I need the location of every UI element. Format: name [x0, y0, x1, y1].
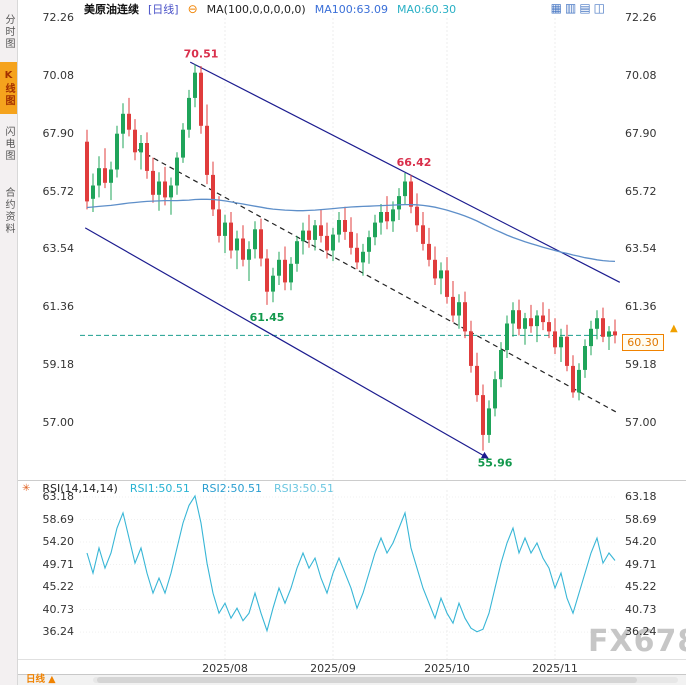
period-tag: [日线]	[148, 3, 179, 16]
rsi-axis-label: 49.71	[42, 557, 75, 571]
price-axis-label: 63.54	[42, 242, 75, 256]
current-price-badge: 60.30	[622, 334, 664, 351]
svg-text:66.42: 66.42	[397, 156, 432, 169]
layout-rows-icon[interactable]: ▥	[564, 1, 577, 15]
price-axis-label: 59.18	[42, 358, 75, 372]
period-button[interactable]: 日线 ▲	[26, 674, 56, 685]
ma-settings-label: MA(100,0,0,0,0,0)	[206, 2, 306, 16]
indicator-settings-icon[interactable]: ✳	[22, 482, 31, 494]
ma100-value-label: MA100:63.09	[314, 2, 388, 16]
rsi-chart[interactable]	[80, 490, 621, 662]
rsi-axis-label: 36.24	[625, 625, 657, 639]
toolbar: 美原油连续 [日线] ⊖ MA(100,0,0,0,0,0) MA100:63.…	[18, 0, 686, 18]
rsi-axis-label: 63.18	[625, 490, 657, 503]
rsi-axis-label: 36.24	[42, 625, 75, 639]
rsi-name-label: RSI(14,14,14)	[42, 481, 118, 495]
time-axis-label: 2025/10	[424, 662, 470, 675]
sidebar-tab-lightning-chart[interactable]: 闪电图	[3, 126, 14, 162]
sidebar-tab-time-chart[interactable]: 分时图	[3, 14, 14, 50]
price-axis-label: 70.08	[625, 68, 657, 82]
price-axis-label: 63.54	[625, 242, 657, 256]
svg-text:55.96: 55.96	[478, 457, 513, 470]
time-axis-label: 2025/08	[202, 662, 248, 675]
price-axis-label: 67.90	[42, 126, 75, 140]
price-axis-label: 59.18	[625, 358, 657, 372]
svg-text:61.45: 61.45	[250, 311, 285, 324]
rsi-axis-label: 45.22	[625, 580, 657, 594]
svg-text:70.51: 70.51	[184, 47, 219, 60]
rsi-axis-label: 54.20	[42, 535, 75, 549]
ma0-value-label: MA0:60.30	[396, 2, 457, 16]
price-axis-label: 65.72	[625, 184, 657, 198]
rsi-axis-label: 40.73	[42, 602, 75, 616]
rsi3-value-label: RSI3:50.51	[273, 481, 335, 495]
symbol-title: 美原油连续	[84, 3, 139, 16]
rsi2-value-label: RSI2:50.51	[201, 481, 262, 495]
panel-separator	[18, 480, 686, 481]
collapse-indicator-icon[interactable]: ⊖	[187, 2, 198, 16]
bottom-bar: 日线 ▲	[18, 674, 686, 685]
price-axis-label: 70.08	[42, 68, 75, 82]
layout-icons-group: ▦ ▥ ▤ ◫	[551, 1, 605, 15]
time-axis-label: 2025/11	[532, 662, 578, 675]
rsi-axis-label: 63.18	[42, 490, 75, 503]
current-price-arrow-icon: ▲	[670, 323, 678, 334]
rsi-axis-label: 58.69	[625, 512, 657, 526]
price-axis-label: 72.26	[42, 11, 75, 24]
axis-separator	[18, 659, 686, 660]
price-axis-label: 57.00	[625, 416, 657, 429]
rsi-legend: ✳ RSI(14,14,14) RSI1:50.51 RSI2:50.51 RS…	[22, 481, 334, 495]
scrollbar-thumb[interactable]	[97, 677, 637, 683]
price-axis-label: 61.36	[42, 300, 75, 314]
rsi-axis-label: 45.22	[42, 580, 75, 594]
sidebar-tab-contract-info[interactable]: 合约资料	[3, 187, 14, 235]
rsi1-value-label: RSI1:50.51	[129, 481, 190, 495]
layout-grid4-icon[interactable]: ▦	[550, 1, 562, 15]
sidebar-tab-kline-chart[interactable]: K线图	[0, 62, 17, 114]
price-axis-label: 61.36	[625, 300, 657, 314]
price-axis-label: 57.00	[42, 416, 75, 429]
rsi-axis-label: 54.20	[625, 535, 657, 549]
rsi-axis-label: 40.73	[625, 602, 657, 616]
horizontal-scrollbar[interactable]	[93, 677, 678, 683]
rsi-axis-label: 58.69	[42, 512, 75, 526]
rsi-axis-label: 49.71	[625, 557, 657, 571]
layout-cols-icon[interactable]: ▤	[579, 1, 591, 15]
sidebar: 分时图 K线图 闪电图 合约资料	[0, 0, 18, 685]
layout-dual-icon[interactable]: ◫	[593, 1, 605, 15]
price-axis-label: 72.26	[625, 11, 657, 24]
price-axis-label: 67.90	[625, 126, 657, 140]
price-axis-label: 65.72	[42, 184, 75, 198]
fx678-watermark: FX678	[588, 624, 686, 659]
time-axis-label: 2025/09	[310, 662, 356, 675]
candlestick-chart[interactable]: 70.51 66.42 61.45 55.96	[80, 18, 621, 480]
